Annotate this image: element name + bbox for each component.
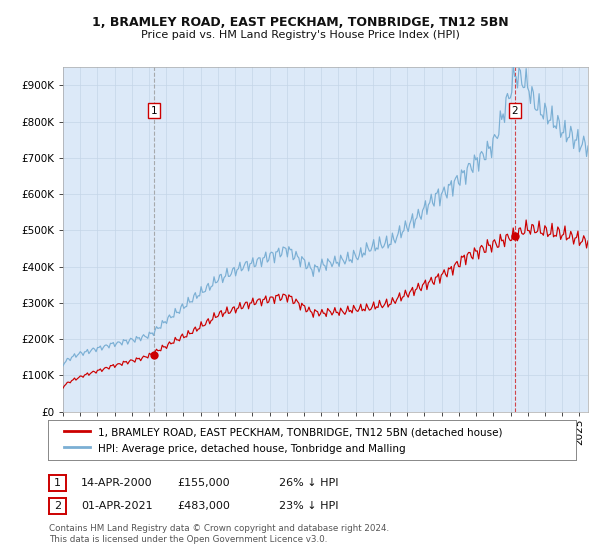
Text: 26% ↓ HPI: 26% ↓ HPI xyxy=(279,478,338,488)
Text: 14-APR-2000: 14-APR-2000 xyxy=(81,478,152,488)
Text: 23% ↓ HPI: 23% ↓ HPI xyxy=(279,501,338,511)
Text: 1: 1 xyxy=(151,106,157,116)
Text: 2: 2 xyxy=(54,501,61,511)
Text: Price paid vs. HM Land Registry's House Price Index (HPI): Price paid vs. HM Land Registry's House … xyxy=(140,30,460,40)
Text: 01-APR-2021: 01-APR-2021 xyxy=(81,501,152,511)
Text: 2: 2 xyxy=(512,106,518,116)
Legend: 1, BRAMLEY ROAD, EAST PECKHAM, TONBRIDGE, TN12 5BN (detached house), HPI: Averag: 1, BRAMLEY ROAD, EAST PECKHAM, TONBRIDGE… xyxy=(58,422,508,459)
Text: 1, BRAMLEY ROAD, EAST PECKHAM, TONBRIDGE, TN12 5BN: 1, BRAMLEY ROAD, EAST PECKHAM, TONBRIDGE… xyxy=(92,16,508,29)
Text: Contains HM Land Registry data © Crown copyright and database right 2024.
This d: Contains HM Land Registry data © Crown c… xyxy=(49,524,389,544)
Text: 1: 1 xyxy=(54,478,61,488)
Text: £483,000: £483,000 xyxy=(177,501,230,511)
Text: £155,000: £155,000 xyxy=(177,478,230,488)
